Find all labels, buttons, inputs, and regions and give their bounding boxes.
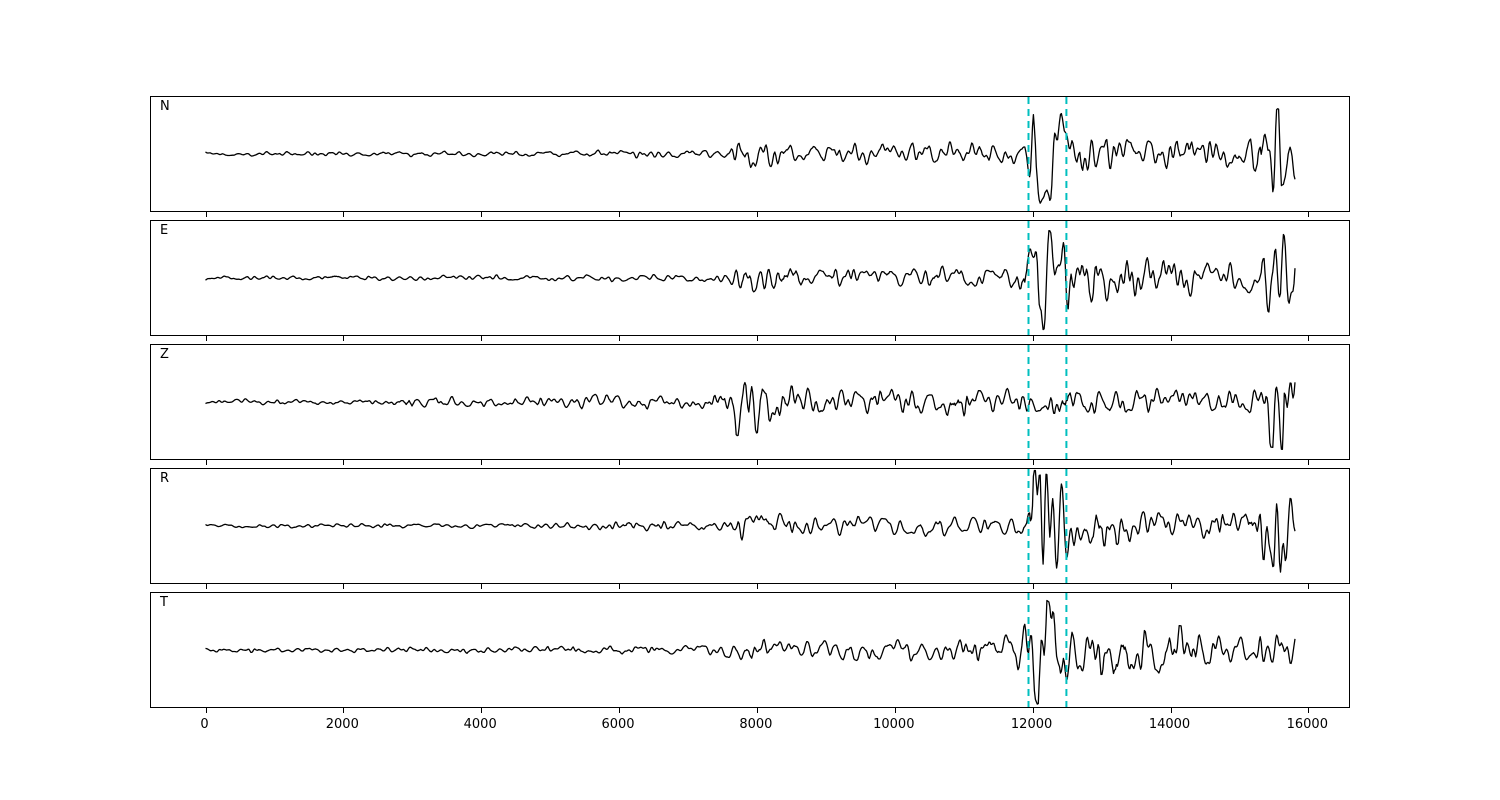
x-axis-tick (481, 460, 483, 465)
waveform-trace-t (205, 593, 1296, 707)
x-axis-tick (343, 212, 345, 217)
x-tick-label: 4000 (463, 717, 497, 732)
x-axis-tick (1032, 460, 1034, 465)
x-axis-tick (481, 212, 483, 217)
x-tick-label: 2000 (325, 717, 359, 732)
channel-label-z: Z (160, 347, 169, 362)
channel-label-e: E (160, 223, 169, 238)
x-axis-tick (1032, 584, 1034, 589)
seismic-trace (205, 469, 1296, 573)
x-axis-tick (619, 336, 620, 341)
x-axis-tick (1308, 708, 1310, 713)
x-axis-tick (756, 584, 758, 589)
x-axis-tick (205, 336, 207, 341)
waveform-panel-r: R (150, 468, 1350, 589)
x-axis-tick (205, 460, 207, 465)
x-axis-tick (894, 212, 896, 217)
x-axis-tick (1170, 212, 1172, 217)
waveform-panel-e: E (150, 220, 1350, 341)
waveform-panel-t: T (150, 592, 1350, 713)
seismic-trace (205, 108, 1296, 204)
x-tick-label: 10000 (873, 717, 915, 732)
x-axis-tick (894, 336, 896, 341)
channel-label-r: R (160, 471, 170, 486)
x-axis-tick (1170, 460, 1172, 465)
x-axis-tick (1170, 336, 1172, 341)
x-axis-tick (481, 708, 483, 713)
waveform-trace-r (205, 469, 1296, 583)
waveform-trace-e (205, 221, 1296, 335)
x-axis-tick (756, 212, 758, 217)
x-axis-tick (205, 708, 207, 713)
waveform-panel-n: N (150, 96, 1350, 217)
x-axis-tick (481, 336, 483, 341)
channel-label-t: T (160, 595, 168, 610)
x-axis-tick (894, 584, 896, 589)
x-axis-tick (619, 708, 620, 713)
x-tick-label: 0 (200, 717, 209, 732)
x-axis-tick (894, 460, 896, 465)
seismic-trace (205, 599, 1296, 705)
x-axis-tick (1308, 460, 1310, 465)
x-axis-tick (1170, 708, 1172, 713)
x-axis-tick (343, 460, 345, 465)
x-tick-label: 16000 (1286, 717, 1328, 732)
x-axis-tick (619, 584, 620, 589)
x-tick-label: 6000 (601, 717, 635, 732)
x-tick-label: 12000 (1010, 717, 1053, 732)
x-axis-tick (1032, 336, 1034, 341)
x-axis-tick (1170, 584, 1172, 589)
channel-label-n: N (160, 99, 170, 114)
x-axis-tick (756, 708, 758, 713)
x-axis-tick (343, 708, 345, 713)
waveform-trace-n (205, 97, 1296, 211)
x-axis-tick (1308, 336, 1310, 341)
x-axis-tick-labels: 0 2000 4000 6000 8000 10000 12000 14000 16000 (0, 717, 1500, 737)
x-axis-tick (481, 584, 483, 589)
x-axis-tick (1308, 584, 1310, 589)
x-tick-label: 8000 (739, 717, 773, 732)
x-axis-tick (343, 336, 345, 341)
x-axis-tick (1308, 212, 1310, 217)
x-axis-tick (205, 584, 207, 589)
x-axis-tick (619, 212, 620, 217)
seismic-trace (205, 230, 1296, 331)
x-axis-tick (1032, 708, 1034, 713)
waveform-panel-z: Z (150, 344, 1350, 465)
x-axis-tick (343, 584, 345, 589)
waveform-trace-z (205, 345, 1296, 459)
x-axis-tick (1032, 212, 1034, 217)
x-tick-label: 14000 (1148, 717, 1191, 732)
x-axis-tick (894, 708, 896, 713)
seismic-trace (205, 381, 1296, 451)
x-axis-tick (205, 212, 207, 217)
x-axis-tick (619, 460, 620, 465)
x-axis-tick (756, 336, 758, 341)
x-axis-tick (756, 460, 758, 465)
